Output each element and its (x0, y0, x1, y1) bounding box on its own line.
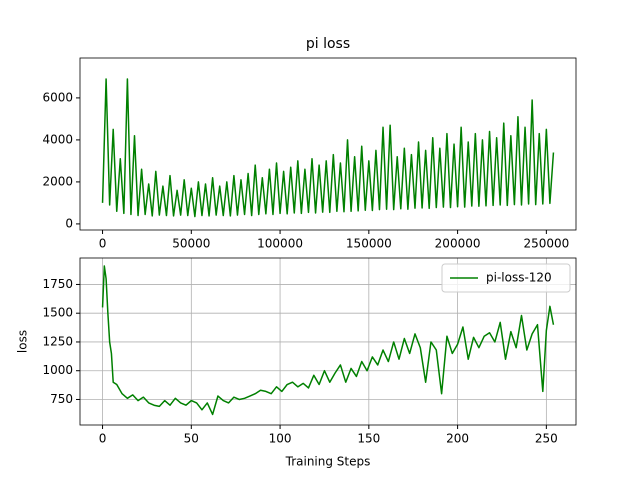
x-tick-label: 100 (269, 432, 292, 446)
legend-box (441, 263, 571, 293)
data-line (101, 265, 555, 416)
data-line (101, 78, 555, 218)
y-axis-label: loss (16, 330, 30, 353)
y-tick-label: 1250 (42, 334, 73, 348)
y-tick-label: 1500 (42, 306, 73, 320)
x-tick-label: 150 (357, 432, 380, 446)
x-tick-label: 200 (446, 432, 469, 446)
x-tick-label: 0 (99, 432, 107, 446)
axes-frame (79, 57, 577, 231)
x-tick-label: 50000 (172, 237, 210, 251)
y-tick-label: 1000 (42, 363, 73, 377)
x-tick-label: 100000 (257, 237, 303, 251)
x-tick-label: 250 (535, 432, 558, 446)
y-tick-label: 1750 (42, 277, 73, 291)
x-tick-label: 50 (184, 432, 199, 446)
y-tick-label: 6000 (42, 90, 73, 104)
x-tick-label: 200000 (435, 237, 481, 251)
axes-frame (79, 257, 577, 426)
x-tick-label: 150000 (346, 237, 392, 251)
y-tick-label: 2000 (42, 174, 73, 188)
x-axis-label: Training Steps (285, 455, 371, 469)
y-tick-label: 4000 (42, 132, 73, 146)
x-tick-label: 0 (99, 237, 107, 251)
y-tick-label: 0 (65, 216, 73, 230)
y-tick-label: 750 (50, 392, 73, 406)
x-tick-label: 250000 (523, 237, 569, 251)
chart-title: pi loss (306, 36, 350, 52)
legend-label: pi-loss-120 (486, 271, 552, 285)
